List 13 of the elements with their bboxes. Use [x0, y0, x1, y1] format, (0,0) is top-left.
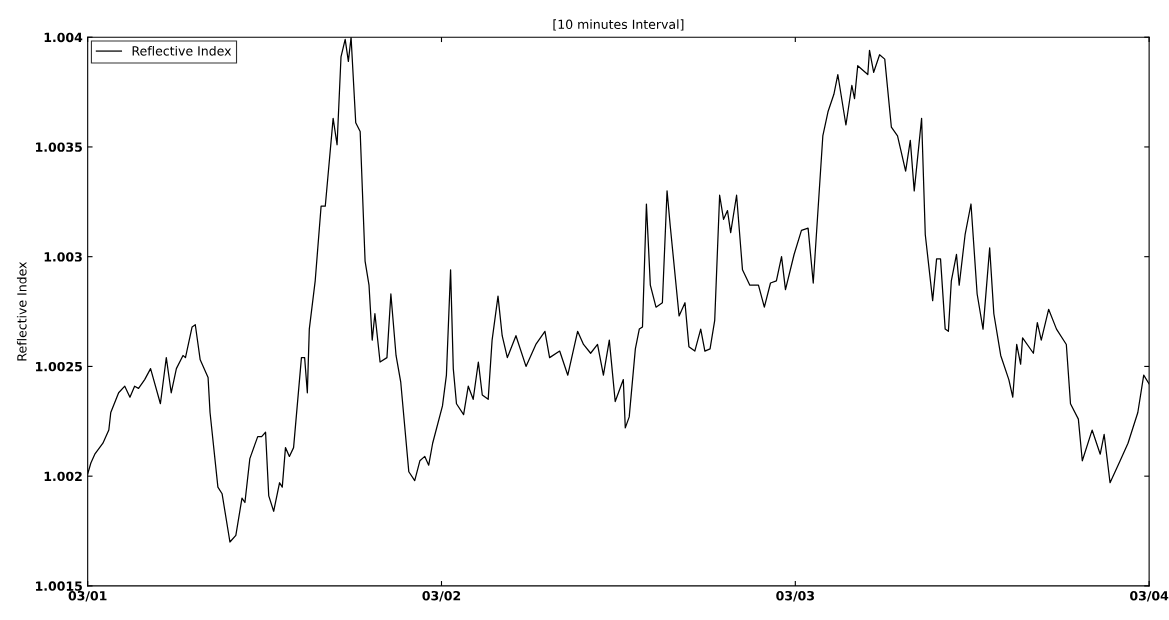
- x-tick-label: 03/01: [68, 590, 107, 602]
- y-tick-label: 1.0035: [35, 142, 82, 152]
- chart-title: [10 minutes Interval]: [553, 19, 684, 31]
- x-tick-label: 03/02: [422, 590, 461, 602]
- y-tick-label: 1.002: [44, 471, 82, 482]
- y-tick-label: 1.004: [44, 32, 83, 43]
- y-tick-label: 1.0015: [35, 581, 82, 591]
- y-tick-label: 1.0025: [35, 361, 82, 372]
- x-tick-label: 03/03: [776, 590, 814, 602]
- x-tick-label: 03/04: [1130, 590, 1169, 602]
- y-axis-title: Reflective Index: [16, 261, 27, 361]
- y-tick-label: 1.003: [44, 252, 82, 262]
- legend-label: Reflective Index: [132, 45, 232, 56]
